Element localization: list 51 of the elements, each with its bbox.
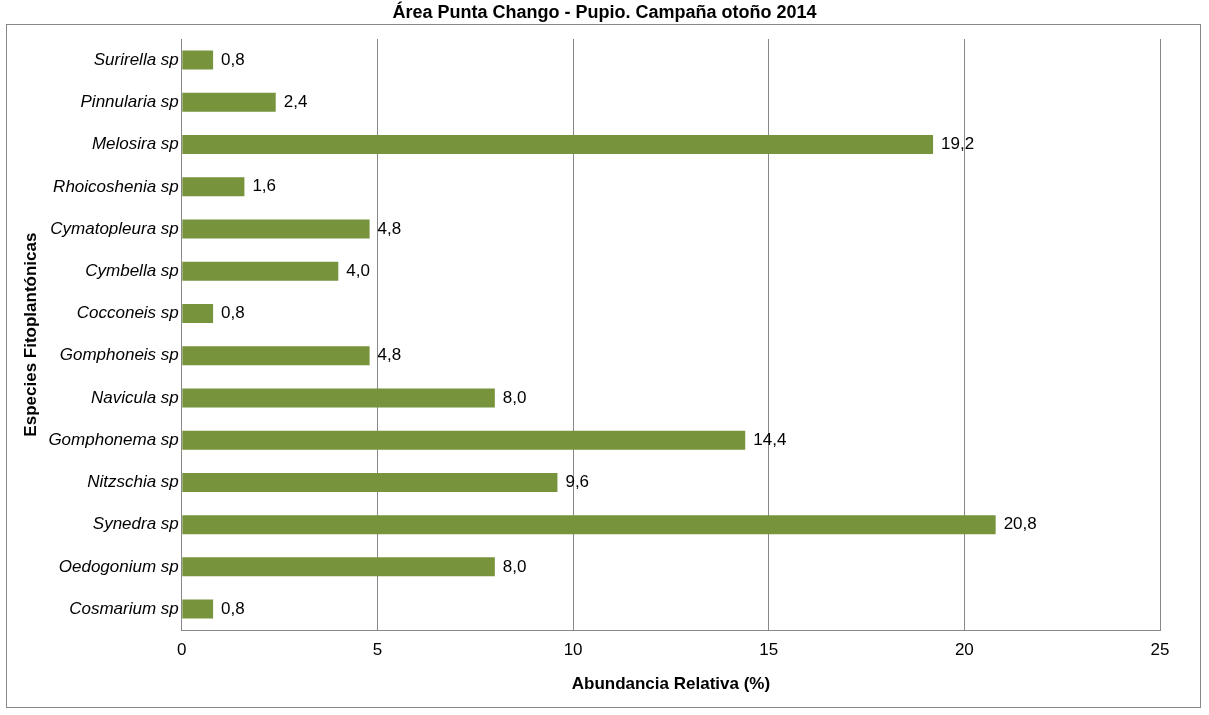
bar	[182, 346, 370, 366]
y-tick-label: Rhoicoshenia sp	[53, 176, 179, 196]
y-tick-label: Synedra sp	[92, 514, 179, 534]
data-label: 0,8	[221, 49, 245, 69]
bar	[182, 515, 996, 535]
y-tick-label: Navicula sp	[90, 387, 179, 407]
y-tick-label: Cymatopleura sp	[50, 218, 179, 238]
data-label: 2,4	[283, 92, 308, 112]
bar	[182, 472, 558, 492]
data-label: 9,6	[565, 472, 590, 492]
x-tick-label: 5	[372, 640, 383, 660]
bar	[182, 388, 495, 408]
data-label: 0,8	[221, 598, 245, 618]
y-tick-label: Cymbella sp	[85, 260, 179, 280]
data-label: 4,8	[377, 218, 402, 238]
data-label: 0,8	[221, 303, 245, 323]
y-tick-label: Cocconeis sp	[76, 303, 179, 323]
bar	[182, 92, 276, 112]
y-tick-label: Pinnularia sp	[80, 92, 179, 112]
bar	[182, 177, 245, 197]
x-tick-label: 10	[563, 640, 583, 660]
x-tick-label: 20	[954, 640, 974, 660]
y-tick-label: Melosira sp	[91, 134, 179, 154]
data-label: 8,0	[502, 556, 527, 576]
chart-title: Área Punta Chango - Pupio. Campaña otoño 2014	[391, 2, 818, 23]
y-tick-label: Cosmarium sp	[69, 598, 179, 618]
bar	[182, 135, 934, 155]
data-label: 4,8	[377, 345, 402, 365]
bar	[182, 557, 495, 577]
bar	[182, 50, 214, 70]
x-axis-title: Abundancia Relativa (%)	[571, 674, 771, 694]
x-tick-label: 0	[177, 640, 187, 660]
y-tick-label: Gomphonema sp	[48, 429, 179, 449]
y-tick-label: Surirella sp	[93, 49, 179, 69]
bar	[182, 219, 370, 239]
y-tick-label: Nitzschia sp	[87, 472, 179, 492]
bar	[182, 261, 339, 281]
bar	[182, 599, 214, 619]
data-label: 19,2	[941, 134, 975, 154]
x-tick-label: 25	[1150, 640, 1170, 660]
x-tick-label: 15	[759, 640, 779, 660]
data-label: 4,0	[346, 260, 370, 280]
data-label: 20,8	[1003, 514, 1037, 534]
bar	[182, 303, 214, 323]
y-axis-title: Especies Fitoplantónicas	[20, 232, 40, 437]
data-label: 8,0	[502, 387, 527, 407]
bar	[182, 430, 746, 450]
y-tick-label: Oedogonium sp	[58, 556, 179, 576]
data-label: 1,6	[252, 176, 277, 196]
y-tick-label: Gomphoneis sp	[59, 345, 179, 365]
data-label: 14,4	[753, 429, 787, 449]
